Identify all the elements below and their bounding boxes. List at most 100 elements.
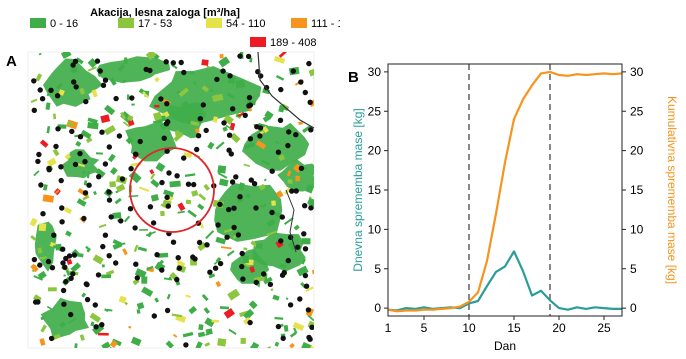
stock-patch — [46, 305, 52, 310]
sample-point — [38, 182, 44, 188]
sample-point — [49, 265, 56, 271]
legend-swatch — [206, 18, 222, 28]
forest-stock-map-panel: Akacija, lesna zaloga [m³/ha] 0 - 16 17 -… — [0, 0, 356, 354]
stock-patch — [29, 217, 38, 227]
sample-point — [239, 263, 245, 270]
stock-patch — [141, 286, 154, 297]
stock-patch — [298, 121, 304, 125]
stock-patch — [52, 244, 63, 252]
stock-patch — [149, 169, 155, 175]
stock-patch — [229, 132, 241, 144]
forest-patch — [61, 149, 100, 179]
stock-patch — [39, 139, 49, 148]
stock-patch — [87, 117, 98, 124]
stock-patch — [33, 170, 40, 177]
sample-point — [254, 124, 260, 130]
sample-point — [61, 301, 67, 307]
stock-patch — [283, 217, 294, 226]
stock-patch — [176, 90, 181, 94]
stock-patch — [287, 179, 293, 184]
stock-patch — [30, 98, 38, 103]
sample-point — [308, 205, 314, 211]
stock-patch — [38, 52, 42, 56]
mass-change-chart-panel: B 5 10 15 20 25 1 0 5 10 15 20 25 30 0 5 10 15 20 25 30 Dan… — [340, 0, 686, 354]
sample-point — [251, 181, 258, 187]
stock-patch — [104, 104, 116, 116]
stock-patch — [95, 168, 106, 178]
stock-patch — [249, 57, 253, 63]
sample-point — [306, 60, 312, 67]
x-tick-label: 10 — [462, 321, 476, 335]
stock-patch — [33, 275, 43, 281]
sample-point — [77, 134, 84, 140]
sample-point — [45, 258, 52, 265]
sample-point — [275, 323, 282, 330]
sample-point — [66, 253, 73, 259]
stock-patch — [46, 126, 51, 134]
sample-point — [48, 335, 55, 342]
sample-point — [257, 133, 263, 139]
sample-point — [68, 311, 74, 318]
stock-patch — [82, 171, 86, 174]
stock-patch — [197, 203, 205, 211]
sample-point — [31, 256, 38, 263]
border-line — [257, 51, 315, 129]
stock-patch — [67, 317, 77, 324]
sample-point — [119, 176, 126, 182]
sample-point — [133, 261, 139, 267]
stock-patch — [219, 53, 224, 59]
stock-patch — [64, 207, 73, 215]
sample-point — [165, 119, 171, 125]
stock-patch — [284, 187, 291, 195]
stock-patch — [235, 79, 246, 89]
stock-patch — [52, 148, 60, 157]
forest-patch — [34, 221, 57, 272]
stock-patch — [293, 224, 300, 231]
forest-patch — [40, 297, 90, 338]
stock-patch — [228, 328, 237, 336]
stock-patch — [74, 343, 78, 348]
stock-patch — [242, 263, 251, 268]
sample-point — [35, 299, 41, 305]
plot-frame — [387, 63, 623, 317]
y-axis-label-left: Dnevna sprememba mase [kg] — [351, 108, 365, 271]
x-axis-label: Dan — [494, 339, 516, 353]
sample-point — [71, 79, 77, 85]
stock-patch — [266, 230, 277, 237]
sample-point — [215, 222, 221, 228]
stock-patch — [150, 173, 156, 180]
sample-point — [132, 151, 139, 157]
stock-patch — [181, 100, 192, 111]
sample-point — [55, 126, 61, 132]
sample-point — [178, 59, 184, 66]
stock-patch — [126, 94, 130, 100]
sample-point — [82, 158, 88, 165]
stock-patch — [109, 167, 118, 175]
sample-point — [302, 203, 308, 209]
x-tick-label: 20 — [552, 321, 566, 335]
sample-point — [269, 168, 275, 174]
stock-patch — [215, 257, 222, 263]
stock-patch — [150, 194, 159, 202]
stock-patch — [195, 341, 203, 348]
sample-point — [295, 244, 301, 250]
sample-point — [70, 62, 76, 68]
sample-point — [164, 148, 170, 154]
sample-point — [40, 211, 46, 217]
stock-patch — [136, 309, 141, 314]
stock-patch — [222, 126, 228, 132]
stock-patch — [271, 200, 276, 206]
y-left-tick-label: 20 — [368, 144, 382, 158]
y-right-tick-label: 15 — [630, 183, 644, 197]
sample-point — [166, 170, 172, 176]
stock-patch — [238, 182, 246, 191]
sample-point — [82, 190, 89, 196]
study-area-circle — [129, 147, 215, 233]
stock-patch — [101, 274, 112, 279]
y-left-tick-label: 25 — [368, 104, 382, 118]
stock-patch — [128, 170, 142, 184]
stock-patch — [243, 247, 248, 251]
sample-point — [96, 174, 102, 180]
sample-point — [106, 144, 113, 150]
stock-patch — [154, 76, 160, 83]
